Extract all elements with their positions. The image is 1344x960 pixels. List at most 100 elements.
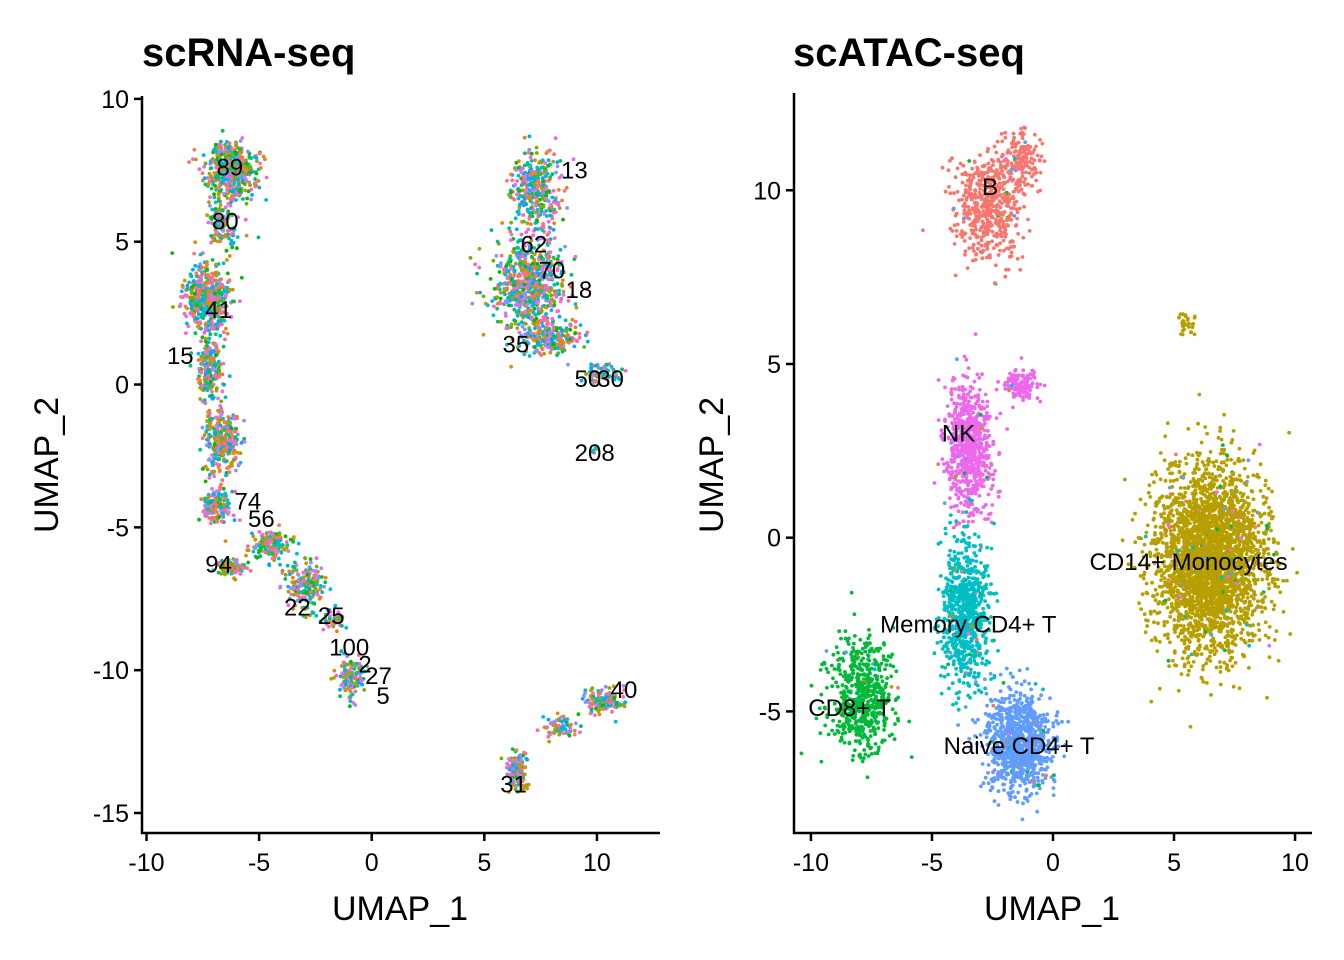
data-point xyxy=(255,159,259,164)
data-point xyxy=(1004,199,1008,204)
data-point xyxy=(959,501,963,505)
data-point xyxy=(509,190,513,195)
data-point xyxy=(1009,239,1014,243)
data-point xyxy=(548,177,552,181)
data-point xyxy=(1003,194,1008,199)
data-point xyxy=(517,159,521,164)
data-point xyxy=(507,226,512,231)
data-point xyxy=(212,361,217,366)
data-point xyxy=(219,430,224,435)
data-point xyxy=(547,230,552,235)
data-point xyxy=(210,286,215,291)
data-point xyxy=(235,235,240,240)
data-point xyxy=(504,326,509,331)
data-point xyxy=(979,243,984,248)
data-point xyxy=(257,185,262,190)
data-point xyxy=(237,518,242,522)
data-point xyxy=(978,214,982,219)
data-point xyxy=(238,147,242,152)
data-point xyxy=(1027,171,1032,176)
data-point xyxy=(563,244,567,249)
data-point xyxy=(233,143,238,148)
data-point xyxy=(999,184,1004,189)
data-point xyxy=(220,478,225,482)
data-point xyxy=(960,235,965,239)
data-point xyxy=(512,268,517,273)
cluster-label: 41 xyxy=(205,297,232,324)
data-point xyxy=(534,301,539,305)
data-point xyxy=(270,556,275,561)
data-point xyxy=(219,417,224,422)
chart-title: scRNA-seq xyxy=(142,31,355,75)
data-point xyxy=(529,159,534,163)
cluster-label: 25 xyxy=(318,603,345,630)
data-point xyxy=(1005,218,1009,223)
data-point xyxy=(523,260,528,264)
data-point xyxy=(528,308,532,313)
data-point xyxy=(307,587,312,591)
data-point xyxy=(997,171,1002,176)
data-point xyxy=(224,248,229,253)
data-point xyxy=(510,747,515,751)
data-point xyxy=(1038,170,1043,175)
data-point xyxy=(205,388,210,392)
data-point xyxy=(987,208,992,213)
data-point xyxy=(527,271,532,276)
data-point xyxy=(534,218,539,223)
cluster-label: 74 xyxy=(235,489,262,516)
data-point xyxy=(509,364,513,369)
data-point xyxy=(184,331,188,335)
data-point xyxy=(527,183,531,187)
data-point xyxy=(231,458,236,462)
data-point xyxy=(964,197,969,202)
data-point xyxy=(568,323,573,328)
data-point xyxy=(199,302,204,307)
data-point xyxy=(205,437,209,442)
data-point xyxy=(509,291,514,296)
data-point xyxy=(288,572,292,577)
data-point xyxy=(491,313,496,318)
data-point xyxy=(216,199,221,203)
data-point xyxy=(1030,174,1034,179)
data-point xyxy=(199,357,204,362)
data-point xyxy=(569,722,573,727)
data-point xyxy=(178,302,183,307)
data-point xyxy=(537,330,542,334)
data-point xyxy=(987,433,992,438)
data-point xyxy=(1011,177,1016,182)
data-point xyxy=(191,267,195,272)
data-point xyxy=(533,349,538,354)
data-point xyxy=(550,323,555,327)
data-point xyxy=(530,201,535,205)
data-point xyxy=(1014,207,1019,212)
data-point xyxy=(497,270,502,274)
data-point xyxy=(275,549,280,554)
data-point xyxy=(275,539,280,543)
data-point xyxy=(530,304,535,308)
data-point xyxy=(1020,255,1025,259)
data-point xyxy=(322,584,327,589)
cluster-label: 40 xyxy=(611,677,638,704)
data-point xyxy=(1035,153,1040,158)
data-point xyxy=(971,175,976,180)
data-point xyxy=(975,165,980,170)
data-point xyxy=(1004,232,1008,237)
y-tick-label: 10 xyxy=(101,86,129,114)
data-point xyxy=(552,152,556,157)
data-point xyxy=(223,539,228,543)
data-point xyxy=(530,336,535,341)
data-point xyxy=(248,165,253,170)
data-point xyxy=(1009,212,1013,217)
data-point xyxy=(975,181,980,186)
data-point xyxy=(515,192,519,197)
data-point xyxy=(277,532,282,537)
data-point xyxy=(221,502,226,507)
data-point xyxy=(203,504,207,508)
data-point xyxy=(1002,225,1007,230)
data-point xyxy=(234,442,239,447)
data-point xyxy=(207,200,211,205)
data-point xyxy=(221,486,226,491)
data-point xyxy=(232,518,237,522)
